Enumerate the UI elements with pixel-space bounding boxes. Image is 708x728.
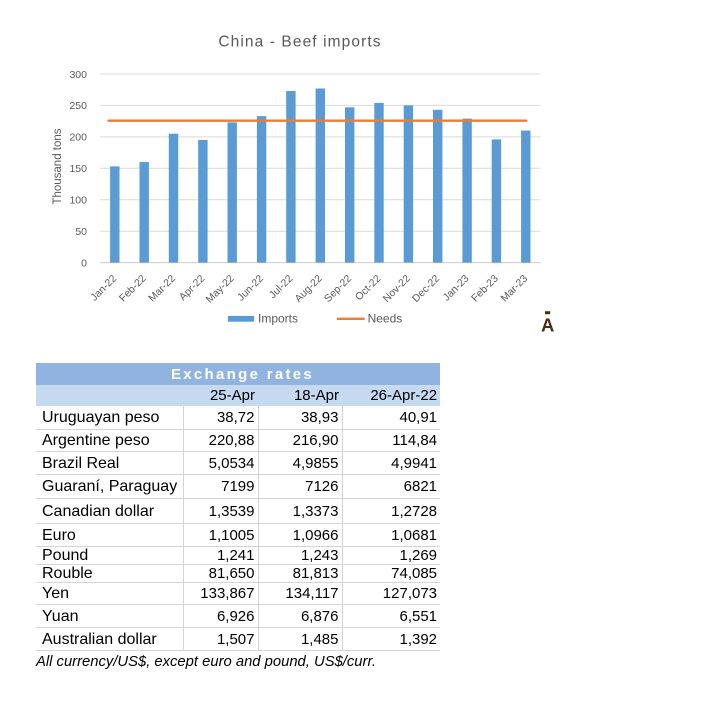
svg-text:Dec-22: Dec-22: [411, 273, 443, 305]
svg-text:Jan-23: Jan-23: [441, 273, 471, 303]
svg-text:Feb-22: Feb-22: [118, 273, 149, 304]
svg-text:Thousand tons: Thousand tons: [52, 128, 64, 204]
svg-text:Needs: Needs: [368, 312, 403, 326]
svg-text:Apr-22: Apr-22: [177, 273, 207, 303]
svg-text:Feb-23: Feb-23: [470, 273, 501, 304]
svg-text:100: 100: [69, 195, 87, 207]
svg-text:Oct-22: Oct-22: [354, 273, 384, 303]
svg-text:China - Beef imports: China - Beef imports: [218, 34, 381, 51]
svg-text:Nov-22: Nov-22: [381, 273, 413, 305]
svg-text:300: 300: [69, 69, 87, 81]
svg-text:Sep-22: Sep-22: [323, 273, 355, 305]
svg-text:Jul-22: Jul-22: [268, 273, 296, 301]
svg-text:Jan-22: Jan-22: [89, 273, 119, 303]
svg-text:150: 150: [69, 163, 87, 175]
svg-text:0: 0: [81, 257, 87, 269]
svg-text:Imports: Imports: [258, 312, 298, 326]
svg-text:Mar-22: Mar-22: [147, 273, 178, 304]
svg-text:50: 50: [75, 226, 87, 238]
svg-text:Aug-22: Aug-22: [293, 273, 325, 305]
svg-text:250: 250: [69, 100, 87, 112]
svg-text:May-22: May-22: [204, 273, 236, 305]
svg-text:200: 200: [69, 132, 87, 144]
svg-text:Mar-23: Mar-23: [499, 273, 530, 304]
svg-text:Jun-22: Jun-22: [236, 273, 266, 303]
svg-text:A: A: [541, 314, 554, 335]
